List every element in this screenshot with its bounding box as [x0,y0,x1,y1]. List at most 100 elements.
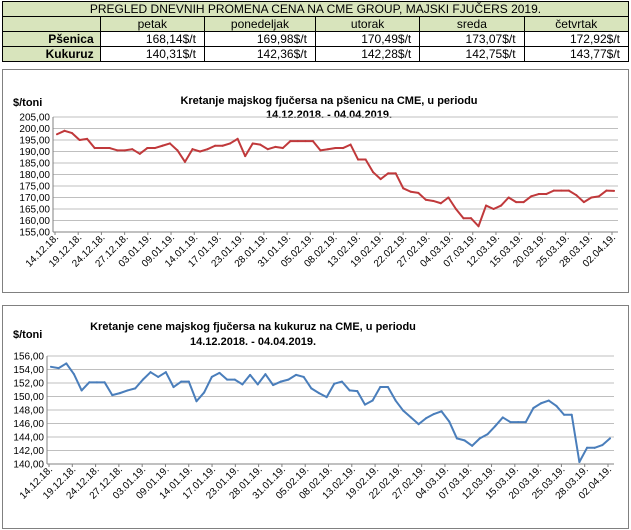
table-header-row: petak ponedeljak utorak sreda četvrtak [2,16,630,32]
data-point [86,137,89,140]
data-point [560,189,563,192]
data-point [96,381,98,384]
series-segment [570,413,581,463]
series-segment [471,437,481,447]
series-segment [187,380,198,403]
series-segment [138,147,149,155]
data-point [586,446,588,449]
series-segment [241,373,252,386]
series-segment [274,145,284,150]
series-segment [206,144,217,151]
price-cell: 140,31$/t [99,46,205,62]
data-point [214,144,216,147]
series-segment [221,142,232,147]
price-cell: 143,77$/t [523,46,630,62]
data-point [302,376,305,378]
data-point [325,396,328,399]
data-point [417,192,420,194]
data-point [103,381,106,384]
series-segment [432,199,442,205]
series-segment [295,373,305,378]
series-segment [440,410,451,423]
data-point [78,139,81,141]
data-point [296,140,299,143]
series-segment [363,399,374,406]
data-point [50,365,52,368]
data-point [455,437,458,440]
series-segment [386,386,397,402]
series-segment [103,381,114,397]
data-point [402,187,405,190]
series-segment [356,390,366,406]
series-segment [492,204,503,210]
data-point [567,189,570,192]
data-point [387,172,390,175]
series-segment [86,137,96,150]
series-segment [65,362,75,376]
y-tick-label: 155,00 [19,228,50,239]
data-point [471,444,474,447]
series-segment [402,187,412,193]
data-point [570,413,573,416]
y-tick-label: 195,00 [19,136,50,147]
corn-chart-svg: Kretanje cene majskog fjučersa na kukuru… [13,321,614,502]
day-header: ponedeljak [203,16,316,32]
data-point [348,389,351,392]
data-point [131,148,134,151]
y-tick-label: 180,00 [19,170,50,181]
data-point [180,380,183,383]
data-point [613,189,615,192]
data-point [236,137,239,140]
data-point [372,171,375,174]
data-point [448,420,451,423]
data-point [463,439,466,442]
series-segment [318,392,328,399]
data-point [590,196,593,199]
chart-subtitle: 14.12.2018. - 04.04.2019. [266,109,392,121]
series-segment [111,392,121,397]
data-point [364,158,367,161]
series-segment [176,149,186,163]
data-point [575,194,578,197]
y-tick-label: 190,00 [19,147,50,158]
y-axis-label: $/toni [13,329,42,341]
series-segment [342,143,352,150]
series-segment [72,373,83,392]
data-point [272,384,274,386]
series-segment [134,378,144,390]
data-point [341,380,343,383]
series-segment [149,371,160,378]
chart-title: Kretanje cene majskog fjučersa na kukuru… [90,321,416,333]
series-segment [164,371,175,389]
series-segment [57,362,68,370]
y-tick-label: 175,00 [19,182,50,193]
series-segment [56,129,66,136]
y-tick-label: 146,00 [13,419,44,430]
y-tick-label: 170,00 [19,193,50,204]
data-point [169,142,171,145]
series-segment [379,172,390,181]
data-point [500,204,502,207]
data-point [394,172,397,175]
data-point [605,189,608,192]
data-point [63,129,66,132]
price-cell: 142,36$/t [203,46,316,62]
data-point [289,140,292,143]
data-point [394,399,397,402]
data-point [71,132,73,134]
data-point [402,409,405,412]
series-segment [507,196,518,204]
day-header: utorak [314,16,421,32]
data-point [364,403,366,406]
data-point [310,387,313,390]
data-point [440,410,443,413]
data-point [462,217,465,220]
data-point [56,133,58,136]
y-tick-label: 142,00 [13,446,44,457]
series-segment [432,410,443,416]
price-cell: 173,07$/t [419,31,525,47]
data-point [138,152,141,155]
data-point [218,371,221,374]
series-segment [402,409,412,419]
row-label-wheat: Pšenica [2,31,101,47]
